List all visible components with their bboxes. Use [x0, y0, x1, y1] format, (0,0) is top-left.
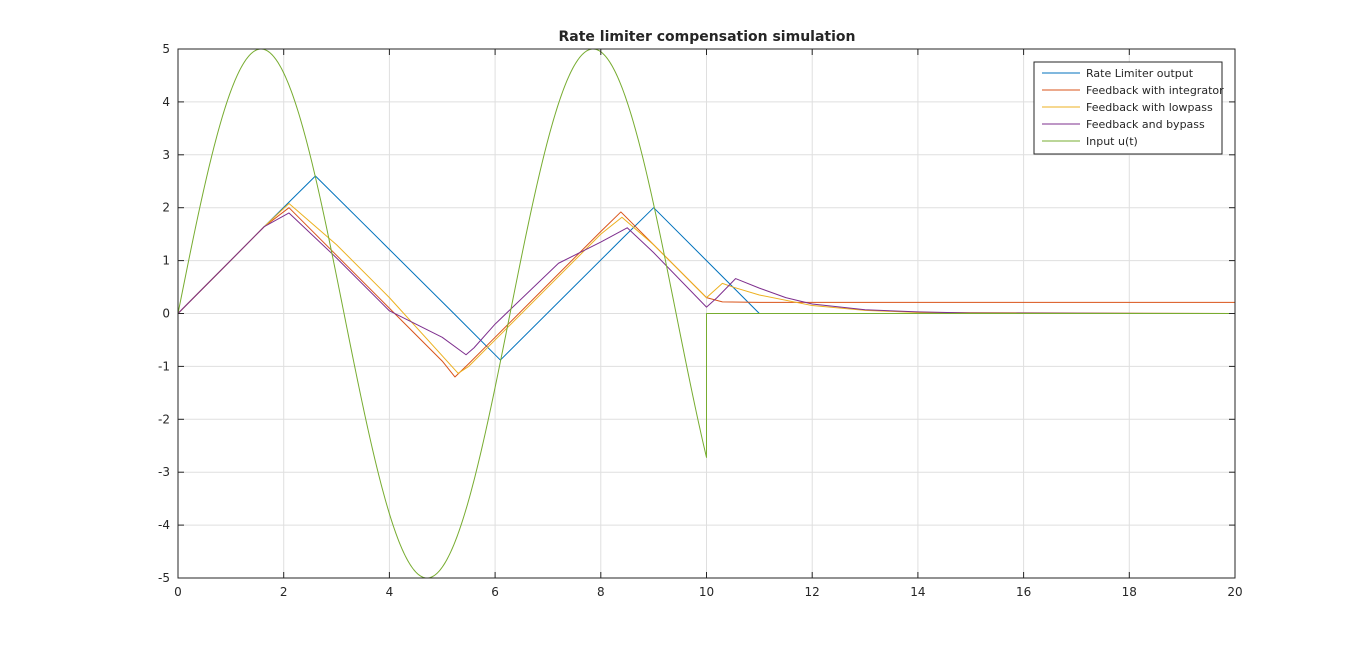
- series-line-feedback-with-lowpass: [178, 202, 1235, 374]
- y-tick-label: 2: [162, 201, 170, 215]
- x-tick-label: 14: [910, 585, 925, 599]
- x-tick-label: 4: [386, 585, 394, 599]
- x-tick-label: 10: [699, 585, 714, 599]
- chart-title: Rate limiter compensation simulation: [559, 29, 856, 45]
- x-tick-label: 16: [1016, 585, 1031, 599]
- x-tick-label: 0: [174, 585, 182, 599]
- y-tick-label: 0: [162, 307, 170, 321]
- legend-label-rate-limiter-output: Rate Limiter output: [1086, 67, 1194, 80]
- x-tick-label: 12: [805, 585, 820, 599]
- legend-label-feedback-with-lowpass: Feedback with lowpass: [1086, 101, 1213, 114]
- x-tick-label: 20: [1227, 585, 1242, 599]
- y-tick-label: -2: [158, 412, 170, 426]
- y-tick-label: 4: [162, 95, 170, 109]
- legend-label-input-u-t: Input u(t): [1086, 135, 1138, 148]
- x-tick-label: 18: [1122, 585, 1137, 599]
- y-tick-label: -5: [158, 571, 170, 585]
- y-tick-label: 1: [162, 254, 170, 268]
- legend[interactable]: Rate Limiter output Feedback with integra…: [1033, 61, 1224, 155]
- series-line-feedback-with-integrator: [178, 207, 1235, 378]
- x-tick-label: 6: [491, 585, 499, 599]
- y-tick-label: -4: [158, 518, 170, 532]
- x-tick-label: 2: [280, 585, 288, 599]
- y-tick-label: -3: [158, 465, 170, 479]
- y-tick-label: 5: [162, 42, 170, 56]
- y-tick-label: -1: [158, 359, 170, 373]
- series-layer: [178, 49, 1235, 578]
- legend-label-feedback-with-integrator: Feedback with integrator: [1086, 84, 1224, 97]
- series-line-feedback-and-bypass: [178, 212, 1235, 356]
- legend-label-feedback-and-bypass: Feedback and bypass: [1086, 118, 1205, 131]
- y-tick-label: 3: [162, 148, 170, 162]
- series-line-input-u-t: [178, 49, 1235, 578]
- legend-box: [1033, 61, 1223, 155]
- x-tick-label: 8: [597, 585, 605, 599]
